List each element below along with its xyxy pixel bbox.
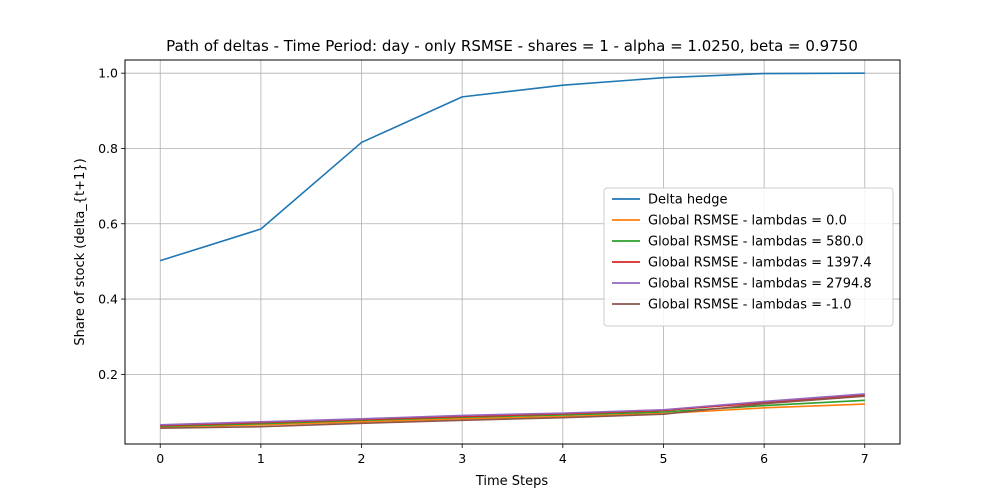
x-tick-label: 1 [257, 451, 265, 466]
legend: Delta hedge Global RSMSE - lambdas = 0.0 G… [603, 187, 894, 327]
x-tick-label: 4 [559, 451, 567, 466]
legend-entry-label: Global RSMSE - lambdas = -1.0 [648, 298, 852, 313]
x-axis-label: Time Steps [475, 474, 549, 489]
legend-entry-label: Global RSMSE - lambdas = 1397.4 [648, 256, 872, 271]
y-tick-label: 0.6 [98, 216, 118, 231]
series-line-1 [160, 403, 865, 428]
x-tick-label: 5 [659, 451, 667, 466]
x-tick-label: 2 [358, 451, 366, 466]
series-line-0 [159, 72, 865, 262]
legend-entry-label: Delta hedge [648, 193, 728, 208]
series-line-2 [160, 399, 865, 428]
x-tick-label: 0 [156, 451, 164, 466]
legend-entry-label: Global RSMSE - lambdas = 0.0 [648, 214, 847, 229]
x-tick-label: 3 [458, 451, 466, 466]
chart-title: Path of deltas - Time Period: day - only… [166, 37, 858, 55]
legend-entry-label: Global RSMSE - lambdas = 580.0 [648, 235, 863, 250]
series-line-4 [160, 393, 865, 426]
y-axis-label: Share of stock (delta_{t+1}) [73, 158, 88, 345]
y-tick-label: 0.8 [98, 141, 118, 156]
y-tick-label: 0.4 [98, 292, 118, 307]
plot-frame [124, 59, 901, 445]
x-tick-label: 6 [760, 451, 768, 466]
legend-entry-label: Global RSMSE - lambdas = 2794.8 [648, 277, 872, 292]
x-tick-label: 7 [861, 451, 869, 466]
y-tick-label: 1.0 [98, 66, 118, 81]
y-tick-label: 0.2 [98, 367, 118, 382]
series-line-5 [160, 395, 865, 429]
axis-ticks: 0 1 2 3 4 5 6 7 0.2 0.4 0.6 0.8 1.0 [98, 66, 869, 466]
series-lines [159, 72, 865, 429]
legend-box [603, 187, 894, 327]
